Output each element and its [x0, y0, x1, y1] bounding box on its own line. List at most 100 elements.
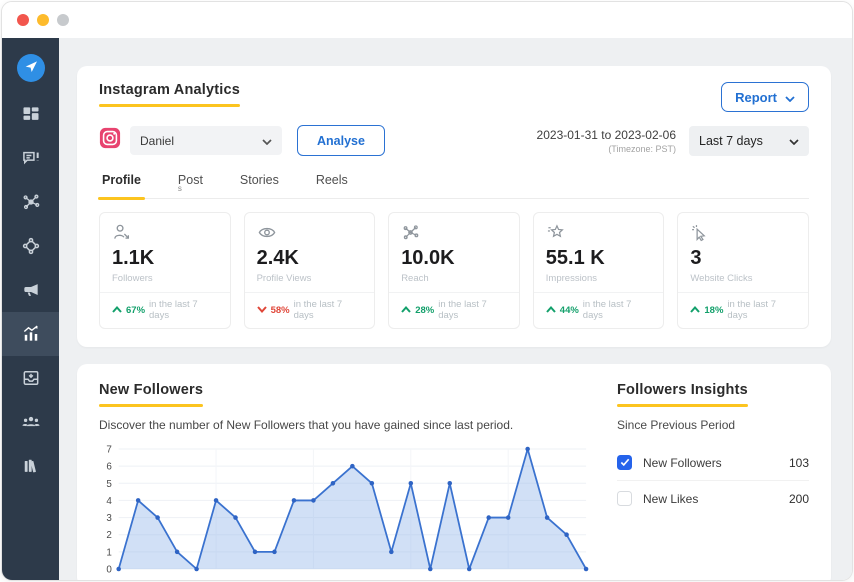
- new-followers-title: New Followers: [99, 382, 203, 407]
- stat-trend: 58% in the last 7 days: [256, 299, 363, 321]
- tab-posts[interactable]: Post s: [178, 173, 203, 198]
- tab-stories-label: Stories: [239, 173, 279, 187]
- legend-row-new-followers: New Followers 103: [617, 445, 809, 481]
- analytics-chart-icon: [21, 324, 41, 344]
- trend-up-icon: [690, 305, 701, 316]
- sidebar-item-target[interactable]: [2, 224, 59, 268]
- new-followers-description: Discover the number of New Followers tha…: [99, 418, 514, 432]
- app-logo[interactable]: [16, 54, 45, 82]
- stat-value: 55.1 K: [545, 247, 605, 269]
- impressions-icon: [546, 223, 652, 242]
- stat-label: Reach: [401, 273, 429, 284]
- network-icon: [21, 192, 41, 212]
- books-icon: [21, 456, 41, 476]
- new-followers-checkbox[interactable]: [617, 455, 632, 470]
- analytics-tabs: Profile Post s Stories Reels: [98, 173, 809, 200]
- stat-card-profile-views[interactable]: 2.4K Profile Views 58% in the last 7 day…: [243, 212, 376, 329]
- stat-card-followers[interactable]: 1.1K Followers 67% in the last 7 days: [99, 212, 231, 329]
- stat-trend: 18% in the last 7 days: [690, 299, 796, 321]
- sidebar-item-dashboard[interactable]: [2, 92, 59, 136]
- svg-text:6: 6: [106, 462, 112, 473]
- sidebar-item-network[interactable]: [2, 180, 59, 224]
- stat-trend: 67% in the last 7 days: [112, 299, 218, 321]
- new-likes-checkbox[interactable]: [617, 491, 632, 506]
- new-followers-chart[interactable]: 0 1 2 3 4 5 6 7: [99, 441, 591, 581]
- tab-posts-label: Post: [177, 173, 203, 187]
- sidebar-item-inbox[interactable]: [2, 356, 59, 400]
- followers-card: New Followers Discover the number of New…: [77, 364, 831, 580]
- stat-label: Website Clicks: [690, 273, 753, 284]
- tab-posts-label-wrap: s: [177, 184, 182, 193]
- trend-percent: 44%: [559, 304, 579, 316]
- svg-text:1: 1: [106, 547, 112, 558]
- tab-stories[interactable]: Stories: [240, 173, 279, 198]
- insights-subtitle: Since Previous Period: [617, 418, 736, 432]
- chevron-down-icon: [262, 134, 272, 148]
- profile-views-icon: [257, 223, 363, 242]
- analytics-card: Instagram Analytics Report Daniel: [77, 66, 831, 347]
- tab-reels[interactable]: Reels: [316, 173, 348, 198]
- followers-icon: [112, 223, 218, 242]
- tab-profile-label: Profile: [102, 173, 141, 187]
- date-preset-select[interactable]: Last 7 days: [689, 125, 809, 156]
- trend-suffix: in the last 7 days: [582, 299, 632, 321]
- trend-up-icon: [546, 305, 556, 316]
- trend-suffix: in the last 7 days: [727, 299, 776, 321]
- trend-up-icon: [401, 305, 411, 316]
- stat-card-website-clicks[interactable]: 3 Website Clicks 18% in the last 7 days: [677, 212, 809, 329]
- account-select[interactable]: Daniel: [130, 126, 282, 155]
- trend-up-icon: [112, 305, 122, 316]
- stat-value: 1.1K: [112, 247, 155, 269]
- date-preset-value: Last 7 days: [699, 133, 763, 148]
- stat-card-reach[interactable]: 10.0K Reach 28% in the last 7 days: [388, 212, 520, 329]
- followers-insights-panel: Followers Insights Since Previous Period…: [617, 381, 809, 573]
- date-range-display: 2023-01-31 to 2023-02-06 (Timezone: PST): [537, 128, 676, 154]
- chevron-down-icon: [789, 134, 799, 148]
- stat-value: 2.4K: [256, 247, 299, 269]
- stat-card-impressions[interactable]: 55.1 K Impressions 44% in the last 7 day…: [532, 212, 665, 329]
- sidebar-item-library[interactable]: [2, 444, 59, 488]
- target-diamond-icon: [21, 236, 41, 256]
- svg-text:7: 7: [106, 444, 112, 455]
- report-button-label: Report: [735, 89, 777, 105]
- close-window-button[interactable]: [17, 14, 29, 26]
- trend-percent: 18%: [704, 304, 724, 316]
- dashboard-icon: [21, 104, 41, 124]
- tab-profile[interactable]: Profile: [98, 173, 145, 200]
- instagram-icon: [99, 127, 121, 154]
- reach-icon: [401, 223, 507, 242]
- sidebar-item-analytics[interactable]: [2, 312, 59, 356]
- chat-icon: [21, 148, 41, 168]
- stat-cards: 1.1K Followers 67% in the last 7 days: [99, 212, 809, 329]
- stat-trend: 28% in the last 7 days: [401, 299, 507, 321]
- zoom-window-button[interactable]: [57, 14, 69, 26]
- sidebar-item-announcements[interactable]: [2, 268, 59, 312]
- legend-row-new-likes: New Likes 200: [617, 481, 809, 516]
- minimize-window-button[interactable]: [37, 14, 49, 26]
- stat-value: 3: [690, 247, 702, 269]
- send-icon: [23, 58, 39, 79]
- stat-label: Impressions: [545, 273, 597, 284]
- svg-text:2: 2: [106, 530, 112, 541]
- svg-text:4: 4: [106, 496, 112, 507]
- sidebar-item-messages[interactable]: [2, 136, 59, 180]
- legend-label: New Followers: [643, 455, 722, 470]
- page-title: Instagram Analytics: [99, 82, 240, 107]
- inbox-download-icon: [21, 368, 41, 388]
- trend-down-icon: [256, 305, 267, 316]
- svg-text:0: 0: [106, 564, 112, 575]
- megaphone-icon: [21, 280, 41, 300]
- trend-percent: 58%: [270, 304, 290, 316]
- legend-label: New Likes: [643, 491, 699, 506]
- sidebar-item-team[interactable]: [2, 400, 59, 444]
- stat-value: 10.0K: [401, 247, 455, 269]
- trend-percent: 28%: [415, 304, 435, 316]
- stat-label: Followers: [112, 273, 153, 284]
- new-followers-section: New Followers Discover the number of New…: [99, 381, 591, 576]
- website-clicks-icon: [690, 223, 796, 242]
- check-icon: [620, 454, 630, 472]
- trend-suffix: in the last 7 days: [438, 299, 487, 321]
- legend-value: 103: [788, 455, 809, 470]
- report-button[interactable]: Report: [721, 82, 809, 112]
- analyse-button[interactable]: Analyse: [297, 125, 385, 156]
